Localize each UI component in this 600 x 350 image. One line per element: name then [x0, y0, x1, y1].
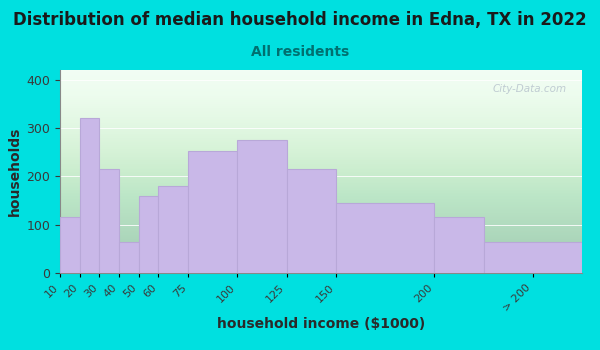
Bar: [484, 241, 582, 273]
Text: City-Data.com: City-Data.com: [492, 84, 566, 94]
X-axis label: household income ($1000): household income ($1000): [217, 317, 425, 331]
Text: All residents: All residents: [251, 46, 349, 60]
Bar: [188, 151, 237, 273]
Bar: [158, 186, 188, 273]
Text: Distribution of median household income in Edna, TX in 2022: Distribution of median household income …: [13, 10, 587, 28]
Bar: [287, 169, 336, 273]
Bar: [237, 140, 287, 273]
Bar: [100, 169, 119, 273]
Bar: [336, 203, 434, 273]
Bar: [139, 196, 158, 273]
Bar: [60, 217, 80, 273]
Y-axis label: households: households: [8, 127, 22, 216]
Bar: [119, 241, 139, 273]
Bar: [434, 217, 484, 273]
Bar: [80, 118, 100, 273]
